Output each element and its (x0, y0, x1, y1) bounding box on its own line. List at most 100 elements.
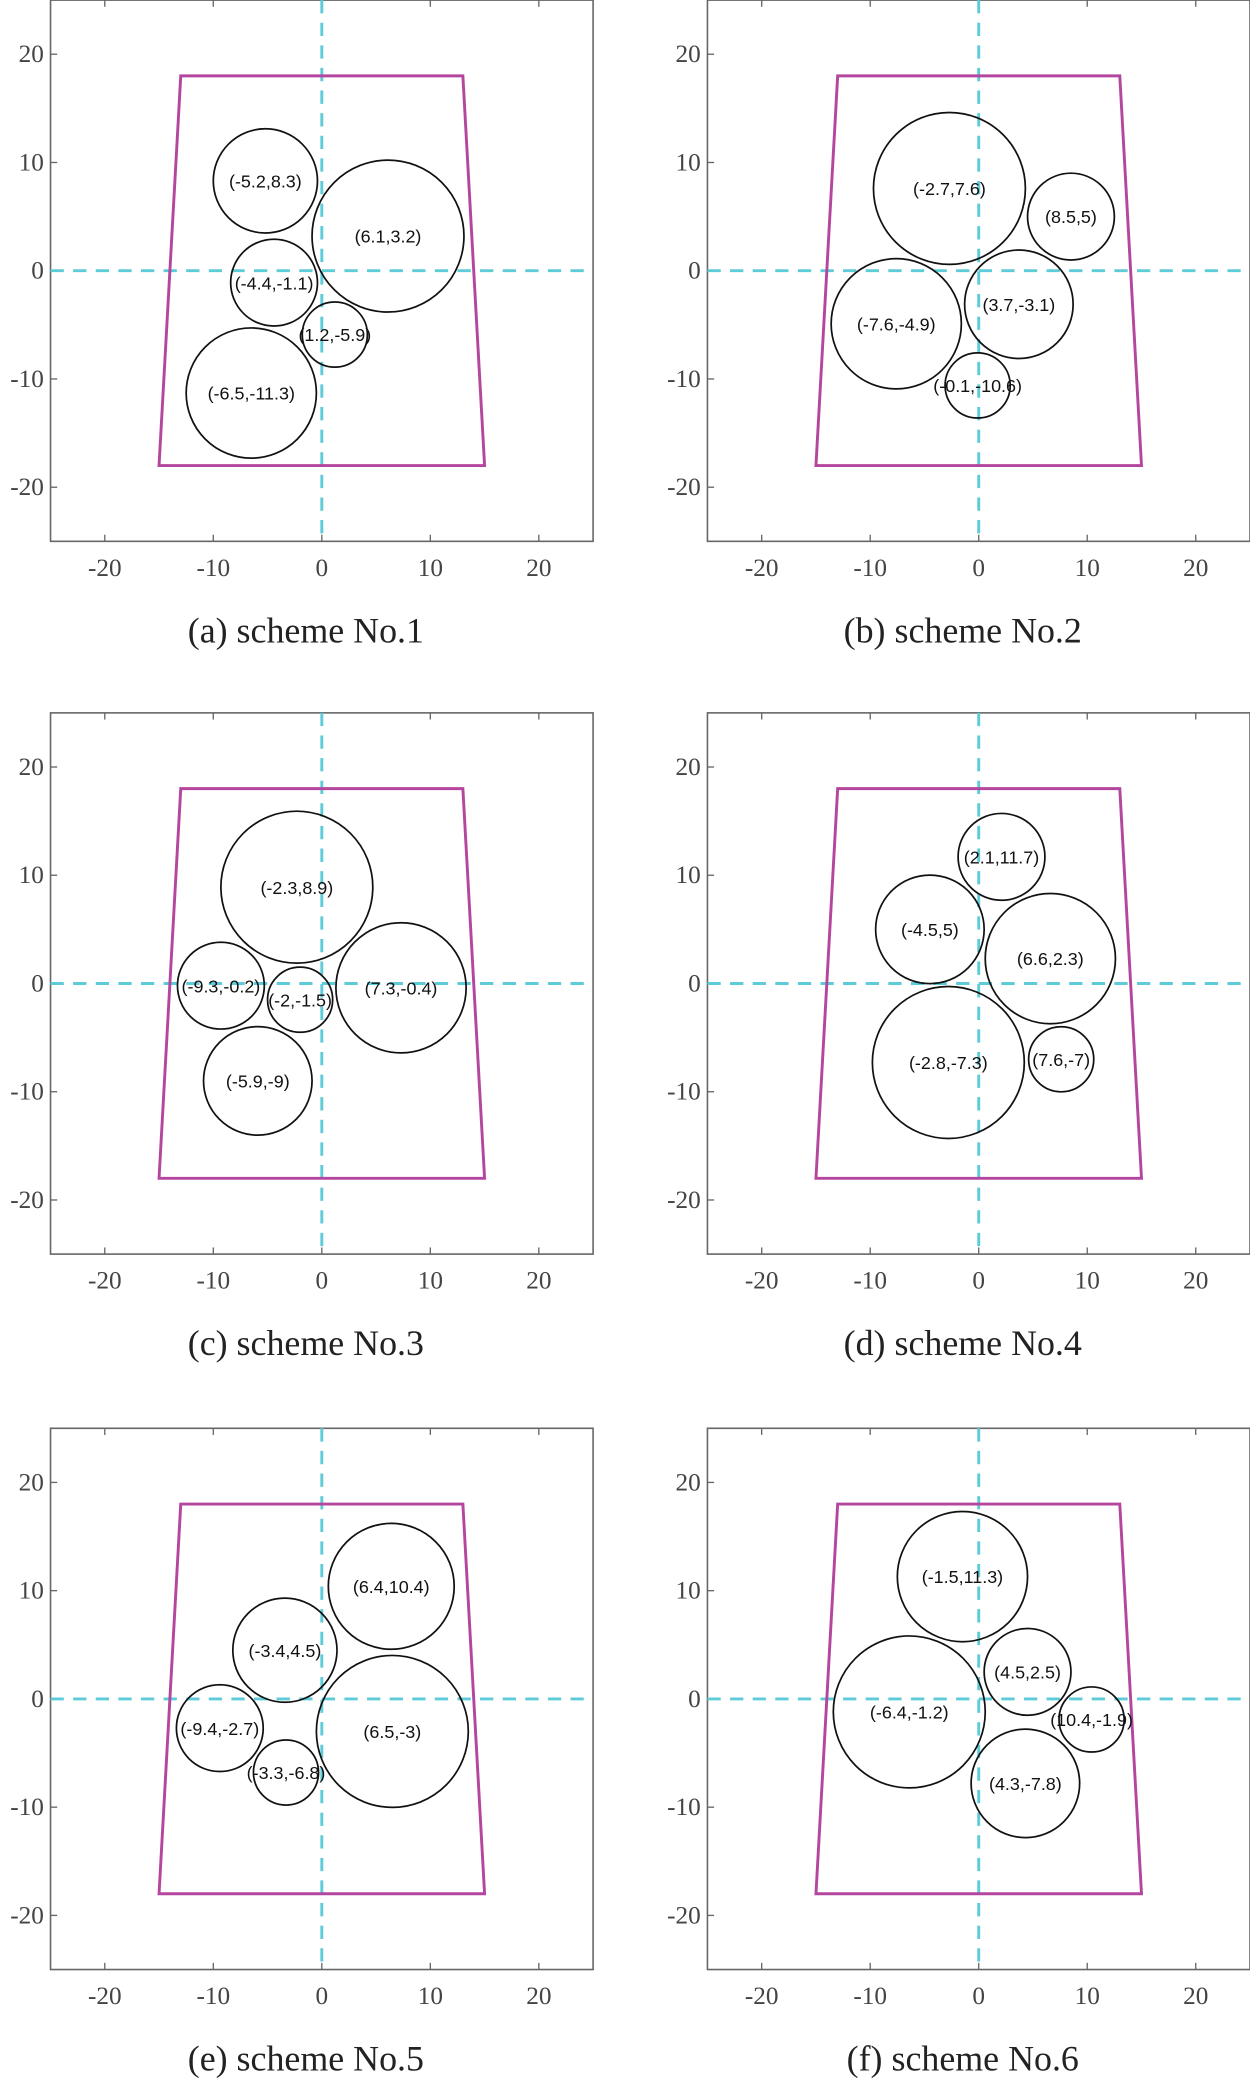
x-tick-label: 0 (972, 1267, 985, 1295)
circle-2 (311, 159, 465, 313)
panel-2: -20 -10 0 10 20 -20 -10 0 10 20 (-2.7,7.6) (8.5,5) (… (667, 0, 1250, 650)
y-tick-label: 20 (19, 753, 44, 781)
circle-3 (266, 966, 334, 1034)
circle-5 (1027, 1025, 1095, 1093)
circle-label: (3.7,-3.1) (982, 295, 1055, 315)
trapezoid-boundary (157, 1502, 487, 1896)
x-tick-label: 0 (315, 1982, 328, 2010)
panel-3: -20 -10 0 10 20 -20 -10 0 10 20 (-2.3,8.9) (-9.3,-0… (10, 712, 594, 1363)
x-tick-label: 10 (418, 1267, 443, 1295)
y-tick-label: 0 (688, 969, 701, 997)
circle-label: (-4.5,5) (901, 920, 959, 940)
circle-4 (335, 921, 467, 1054)
circle-1 (327, 1522, 456, 1651)
x-tick-label: -10 (196, 1267, 230, 1295)
x-tick-label: -10 (853, 1982, 887, 2010)
circle-label: (-3.4,4.5) (249, 1641, 322, 1661)
circle-label: (-5.9,-9) (226, 1072, 290, 1092)
circle-label: (-2.3,8.9) (260, 878, 333, 898)
x-tick-label: 20 (1183, 1982, 1208, 2010)
circle-4 (963, 249, 1074, 360)
x-tick-label: 10 (418, 1982, 443, 2010)
panel-caption: (c) scheme No.3 (188, 1323, 424, 1363)
circle-4 (832, 1635, 987, 1789)
x-tick-label: -10 (196, 554, 230, 582)
circle-label: (-0.1,-10.6) (933, 376, 1022, 396)
circle-3 (175, 1683, 265, 1773)
y-tick-label: 20 (676, 1468, 701, 1496)
x-tick-label: 10 (1075, 1982, 1100, 2010)
x-tick-label: 20 (526, 554, 551, 582)
circle-5 (185, 327, 318, 460)
x-tick-label: 0 (315, 554, 328, 582)
circle-3 (229, 238, 319, 327)
x-tick-label: -20 (745, 1982, 779, 2010)
circle-1 (957, 812, 1046, 902)
x-tick-label: 20 (1183, 1267, 1208, 1295)
circle-2 (983, 1627, 1072, 1717)
x-tick-label: 0 (972, 1982, 985, 2010)
y-tick-label: 0 (31, 257, 44, 285)
y-tick-label: 0 (31, 969, 44, 997)
circle-label: (7.6,-7) (1032, 1050, 1090, 1070)
circle-label: (6.1,3.2) (355, 227, 422, 247)
x-tick-label: 10 (418, 554, 443, 582)
y-tick-label: 10 (19, 148, 44, 176)
x-tick-label: -20 (88, 554, 122, 582)
y-tick-label: -10 (667, 1078, 701, 1106)
x-tick-label: -10 (853, 554, 887, 582)
x-tick-label: 0 (972, 554, 985, 582)
circle-1 (896, 1510, 1029, 1643)
panel-5: -20 -10 0 10 20 -20 -10 0 10 20 (6.4,10.4) (-3.4,4.… (10, 1427, 594, 2079)
circle-label: (-6.5,-11.3) (208, 384, 295, 404)
y-tick-label: -10 (10, 1078, 44, 1106)
x-tick-label: 20 (526, 1267, 551, 1295)
panel-caption: (b) scheme No.2 (844, 610, 1082, 650)
y-tick-label: 20 (19, 1468, 44, 1496)
circle-label: (-1.5,11.3) (922, 1567, 1003, 1587)
circle-label: (6.6,2.3) (1017, 949, 1084, 969)
circle-5 (315, 1654, 470, 1809)
y-tick-label: -20 (667, 1186, 701, 1214)
trapezoid-boundary (157, 787, 487, 1180)
y-tick-label: -20 (10, 473, 44, 501)
circle-label: (-2.8,-7.3) (909, 1053, 988, 1073)
y-tick-label: -10 (667, 1793, 701, 1821)
y-tick-label: -20 (10, 1901, 44, 1929)
trapezoid-boundary (814, 787, 1144, 1180)
circle-label: (-2.7,7.6) (913, 179, 986, 199)
trapezoid-boundary (157, 74, 487, 468)
y-tick-label: 0 (31, 1685, 44, 1713)
x-tick-label: -20 (88, 1982, 122, 2010)
circle-2 (231, 1597, 338, 1704)
circle-label: (-6.4,-1.2) (870, 1703, 949, 1723)
circle-1 (220, 810, 374, 964)
circle-label: (8.5,5) (1045, 207, 1097, 227)
x-tick-label: 10 (1075, 554, 1100, 582)
y-tick-label: -10 (10, 1793, 44, 1821)
y-tick-label: -20 (10, 1186, 44, 1214)
circle-2 (176, 941, 266, 1030)
x-tick-label: -10 (853, 1267, 887, 1295)
circle-label: (-2,-1.5) (268, 990, 332, 1010)
circle-label: (10.4,-1.9) (1050, 1710, 1133, 1730)
x-tick-label: 20 (1183, 554, 1208, 582)
y-tick-label: 10 (676, 1577, 701, 1605)
panel-caption: (a) scheme No.1 (188, 610, 424, 650)
circle-label: (1.2,-5.9) (298, 325, 371, 345)
circle-4 (301, 301, 369, 369)
circle-5 (970, 1728, 1081, 1839)
circle-label: (-4.4,-1.1) (235, 273, 314, 293)
panel-caption: (d) scheme No.4 (844, 1323, 1082, 1363)
y-tick-label: -10 (10, 365, 44, 393)
panel-4: -20 -10 0 10 20 -20 -10 0 10 20 (2.1,11.7) (-4.5,5)… (667, 712, 1250, 1363)
circle-label: (-5.2,8.3) (229, 172, 302, 192)
y-tick-label: 0 (688, 1685, 701, 1713)
circle-3 (984, 892, 1117, 1025)
circle-label: (7.3,-0.4) (365, 978, 438, 998)
x-tick-label: 0 (315, 1267, 328, 1295)
circle-label: (-9.4,-2.7) (180, 1719, 259, 1739)
circle-1 (212, 127, 319, 234)
circle-3 (1058, 1686, 1125, 1753)
circle-label: (-3.3,-6.8) (247, 1763, 326, 1783)
